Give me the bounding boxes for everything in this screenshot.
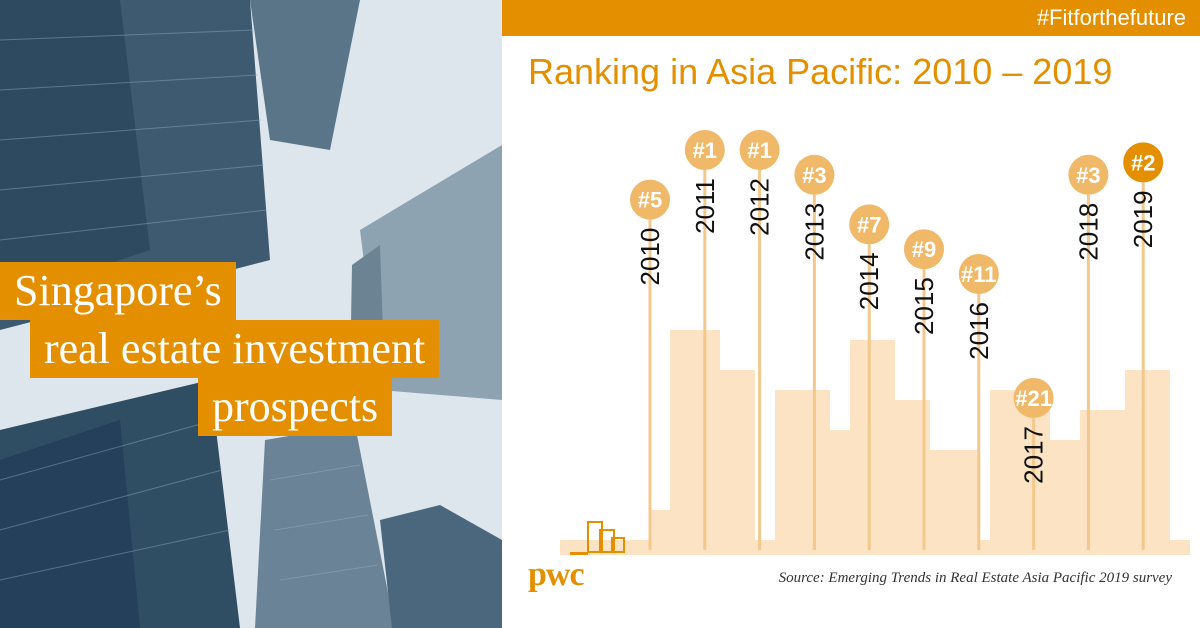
- rank-label-2011: #1: [693, 138, 717, 163]
- rank-marker-2018: [1068, 154, 1109, 195]
- year-label-2011: 2011: [690, 178, 720, 234]
- year-label-2018: 2018: [1073, 203, 1103, 261]
- year-label-2010: 2010: [635, 228, 665, 286]
- ranking-chart: #5 2010 #1 2011 #1 2012 #3 2013 #7 2014 #9 2015 #11 2…: [630, 130, 1164, 550]
- rank-marker-2015: [904, 229, 944, 270]
- skyscraper-illustration: [0, 0, 502, 628]
- rank-label-2016: #11: [961, 262, 997, 287]
- rank-label-2018: #3: [1076, 163, 1100, 188]
- year-label-2015: 2015: [909, 277, 939, 335]
- year-label-2012: 2012: [745, 178, 775, 236]
- headline-line-1: Singapore’s: [0, 262, 236, 320]
- rank-label-2017: #21: [1015, 386, 1052, 411]
- rank-label-2010: #5: [638, 188, 662, 213]
- pwc-wordmark: pwc: [528, 556, 585, 593]
- rank-marker-2016: [958, 254, 999, 294]
- rank-label-2014: #7: [857, 212, 881, 237]
- rank-marker-2013: [794, 154, 835, 195]
- year-label-2013: 2013: [799, 203, 829, 261]
- rank-label-2012: #1: [747, 138, 771, 163]
- rank-marker-2014: [849, 204, 890, 245]
- headline-line-3: prospects: [198, 378, 393, 436]
- headline-line-2: real estate investment: [30, 320, 440, 378]
- rank-marker-2012: [739, 130, 780, 170]
- chart-title: Ranking in Asia Pacific: 2010 – 2019: [528, 51, 1113, 92]
- year-label-2017: 2017: [1019, 426, 1049, 484]
- source-note: Source: Emerging Trends in Real Estate A…: [778, 570, 1172, 586]
- rank-marker-2017: [1013, 378, 1054, 418]
- hashtag-label: #Fitforthefuture: [1036, 5, 1186, 30]
- pwc-logo-icon: [570, 521, 625, 555]
- rank-marker-2019: [1123, 142, 1164, 183]
- skyscraper-photo: Singapore’s real estate investment prosp…: [0, 0, 502, 628]
- year-label-2019: 2019: [1128, 190, 1158, 248]
- rank-label-2019: #2: [1131, 150, 1155, 175]
- rank-label-2013: #3: [802, 163, 826, 188]
- top-banner: #Fitforthefuture: [502, 0, 1200, 36]
- year-label-2016: 2016: [964, 302, 994, 360]
- year-label-2014: 2014: [854, 252, 884, 310]
- rank-marker-2011: [684, 130, 725, 170]
- rank-label-2015: #9: [912, 237, 936, 262]
- rank-marker-2010: [630, 179, 670, 220]
